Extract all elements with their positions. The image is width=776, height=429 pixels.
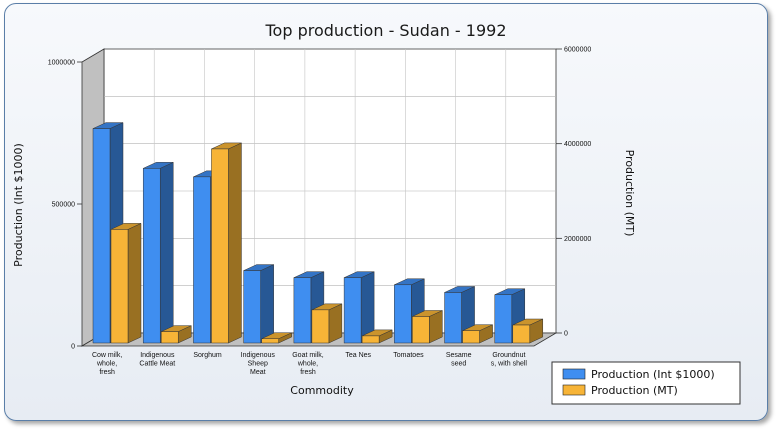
category-label-line: Sesame bbox=[446, 352, 472, 359]
legend-label-mt: Production (MT) bbox=[591, 384, 678, 397]
bar-front bbox=[311, 309, 330, 344]
right-axis-ticks: 0 2000000 4000000 6000000 bbox=[556, 47, 591, 338]
bar-side bbox=[228, 142, 242, 344]
bar-side bbox=[328, 303, 343, 344]
bar-front bbox=[211, 148, 229, 344]
category-label-line: s, with shell bbox=[491, 361, 528, 368]
category-label-8: Groundnut s, with shell bbox=[491, 352, 528, 368]
category-label-1: Indigenous Cattle Meat bbox=[139, 352, 175, 368]
category-label-line: Tea Nes bbox=[345, 352, 371, 359]
right-tick-label: 6000000 bbox=[564, 47, 591, 54]
category-label-7: Sesame seed bbox=[446, 352, 472, 368]
bar-front bbox=[193, 176, 211, 344]
bar-front bbox=[110, 229, 129, 344]
bar-mt-3 bbox=[261, 332, 292, 344]
bar-front bbox=[293, 277, 312, 344]
bar-mt-0 bbox=[110, 223, 142, 344]
category-label-0: Cow milk, whole, fresh bbox=[92, 352, 122, 376]
category-label-6: Tomatoes bbox=[393, 352, 424, 359]
bar-mt-4 bbox=[311, 303, 343, 344]
category-label-line: Cow milk, bbox=[92, 352, 122, 359]
category-label-line: Meat bbox=[250, 369, 266, 376]
category-label-4: Goat milk, whole, fresh bbox=[292, 352, 324, 376]
category-label-line: Indigenous bbox=[140, 352, 175, 359]
category-label-line: whole, bbox=[96, 361, 117, 368]
category-label-line: Goat milk, bbox=[292, 352, 324, 359]
category-label-line: fresh bbox=[300, 369, 316, 376]
bar-front bbox=[92, 128, 111, 344]
right-tick-label: 4000000 bbox=[564, 141, 591, 148]
bar-front bbox=[462, 330, 480, 344]
category-label-line: Indigenous bbox=[241, 352, 276, 359]
bar-front bbox=[343, 277, 362, 344]
legend-swatch-int bbox=[562, 368, 586, 380]
bar-mt-6 bbox=[412, 310, 443, 344]
category-label-line: Sorghum bbox=[193, 352, 222, 359]
bar-mt-5 bbox=[361, 329, 393, 344]
category-label-line: Cattle Meat bbox=[139, 361, 175, 368]
left-tick-label: 500000 bbox=[52, 202, 75, 209]
bar-front bbox=[412, 316, 430, 344]
bar-front bbox=[494, 294, 513, 344]
bars bbox=[92, 122, 544, 344]
legend-label-int: Production (Int $1000) bbox=[591, 368, 715, 381]
legend-swatch-mt bbox=[562, 384, 586, 396]
bar-front bbox=[243, 270, 261, 344]
category-label-line: Sheep bbox=[248, 361, 268, 368]
bar-mt-7 bbox=[462, 324, 493, 344]
bar-side bbox=[127, 223, 142, 344]
bar-front bbox=[394, 284, 412, 344]
right-tick-label: 2000000 bbox=[564, 236, 591, 243]
bar-int-5 bbox=[343, 271, 375, 344]
left-tick-label: 1000000 bbox=[48, 60, 75, 67]
bar-front bbox=[160, 331, 179, 344]
bar-int-1 bbox=[142, 161, 174, 344]
bar-int-3 bbox=[243, 264, 274, 344]
bar-front bbox=[361, 335, 380, 344]
bar-side bbox=[159, 161, 174, 344]
category-label-5: Tea Nes bbox=[345, 352, 371, 359]
x-axis-title: Commodity bbox=[290, 384, 354, 397]
bar-mt-2 bbox=[211, 142, 242, 344]
bar-front bbox=[444, 292, 462, 344]
category-label-line: whole, bbox=[297, 361, 318, 368]
bar-front bbox=[142, 168, 161, 344]
right-tick-label: 0 bbox=[564, 331, 568, 338]
bar-side bbox=[260, 264, 274, 344]
bar-mt-8 bbox=[512, 318, 544, 344]
chart-title: Top production - Sudan - 1992 bbox=[264, 21, 506, 40]
category-label-3: Indigenous Sheep Meat bbox=[241, 352, 276, 376]
y-axis-title: Production (Int $1000) bbox=[12, 143, 25, 267]
category-label-line: fresh bbox=[99, 369, 115, 376]
bar-front bbox=[261, 338, 279, 344]
bar-mt-1 bbox=[160, 325, 192, 344]
left-axis-ticks: 0 500000 1000000 bbox=[48, 60, 82, 351]
gridlines bbox=[104, 49, 556, 333]
category-label-line: Tomatoes bbox=[393, 352, 424, 359]
category-label-2: Sorghum bbox=[193, 352, 222, 359]
bar-front bbox=[512, 324, 531, 344]
category-label-line: seed bbox=[451, 361, 466, 368]
y2-axis-title: Production (MT) bbox=[623, 150, 636, 237]
category-label-line: Groundnut bbox=[492, 352, 525, 359]
legend: Production (Int $1000) Production (MT) bbox=[551, 361, 741, 405]
left-tick-label: 0 bbox=[71, 344, 75, 351]
